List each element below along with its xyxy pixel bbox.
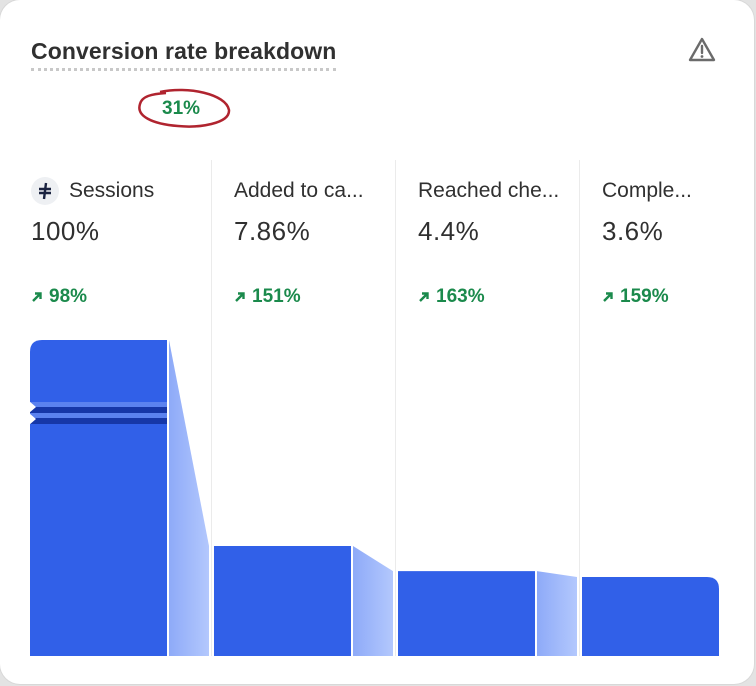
- warning-triangle-icon[interactable]: [688, 36, 716, 64]
- axis-break-mark: [30, 407, 167, 413]
- step-change-value: 159%: [620, 286, 669, 307]
- funnel-bar: [30, 340, 167, 656]
- column-divider: [579, 160, 580, 656]
- arrow-up-right-icon: [32, 292, 42, 302]
- funnel-bar: [398, 571, 535, 656]
- step-value: 7.86%: [234, 216, 311, 246]
- column-divider: [395, 160, 396, 656]
- step-change-value: 151%: [252, 286, 301, 307]
- axis-break-mark: [30, 418, 167, 424]
- card-title[interactable]: Conversion rate breakdown: [31, 38, 337, 71]
- step-change: 159%: [602, 286, 752, 308]
- arrow-up-right-icon: [419, 292, 429, 302]
- step-value: 4.4%: [418, 216, 480, 246]
- column-divider: [211, 160, 212, 656]
- step-change-value: 163%: [436, 286, 485, 307]
- funnel-connector: [537, 571, 577, 656]
- funnel-connector: [353, 545, 393, 656]
- axis-break-mark: [30, 402, 167, 407]
- arrow-up-right-icon: [603, 292, 613, 302]
- step-change-value: 98%: [49, 286, 88, 307]
- axis-break-mark: [30, 413, 167, 418]
- step-change: 163%: [418, 286, 568, 308]
- funnel-connector: [169, 340, 209, 656]
- step-change: 98%: [31, 286, 181, 308]
- step-value: 3.6%: [602, 216, 664, 246]
- funnel-bar: [214, 545, 351, 656]
- sessions-icon: [31, 177, 59, 205]
- step-change: 151%: [234, 286, 384, 308]
- step-value: 100%: [31, 216, 100, 246]
- funnel-step-reached-checkout[interactable]: Reached che... 4.4% 163%: [418, 176, 568, 308]
- overall-change-value: 31%: [162, 98, 201, 119]
- hand-drawn-circle: [138, 88, 231, 128]
- arrow-up-right-icon: [235, 292, 245, 302]
- step-label: Sessions: [69, 179, 155, 202]
- step-label: Reached che...: [418, 179, 560, 202]
- overall-change-annotation: 31%: [138, 88, 231, 128]
- funnel-bar: [582, 576, 719, 656]
- step-label: Comple...: [602, 179, 692, 202]
- axis-break-notch: [29, 401, 36, 425]
- funnel-step-sessions[interactable]: Sessions 100% 98%: [31, 176, 181, 308]
- funnel-step-completed[interactable]: Comple... 3.6% 159%: [602, 176, 752, 308]
- step-label: Added to ca...: [234, 179, 364, 202]
- funnel-step-added-to-cart[interactable]: Added to ca... 7.86% 151%: [234, 176, 384, 308]
